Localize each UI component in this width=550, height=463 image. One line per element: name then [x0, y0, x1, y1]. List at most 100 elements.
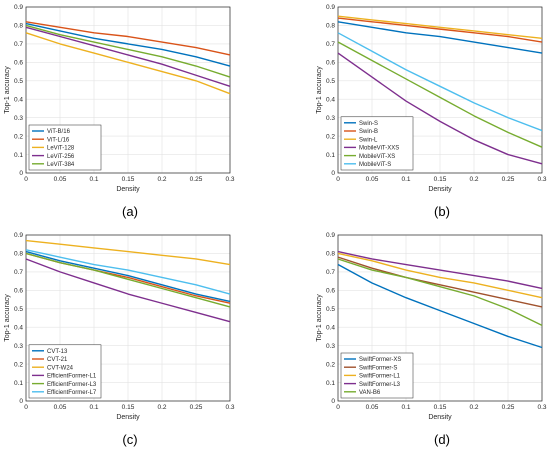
- x-tick-label: 0.05: [366, 404, 379, 411]
- legend-entry-1: CVT-13: [47, 349, 68, 355]
- y-tick-label: 0: [19, 170, 23, 177]
- y-tick-label: 0.9: [14, 4, 23, 11]
- y-tick-label: 0: [331, 398, 335, 405]
- x-tick-label: 0.15: [122, 404, 135, 411]
- y-tick-label: 0.5: [326, 78, 335, 85]
- y-tick-label: 0.5: [326, 306, 335, 313]
- panel-label: (c): [122, 432, 137, 447]
- series-line-3: [337, 15, 543, 40]
- series-line-1: [337, 263, 543, 349]
- y-tick-label: 0.9: [14, 232, 23, 239]
- y-tick-label: 0.7: [326, 41, 335, 48]
- y-tick-label: 0.8: [326, 23, 335, 30]
- y-axis-label: Top-1 accuracy: [4, 66, 11, 114]
- x-axis-label: Density: [116, 414, 140, 421]
- y-tick-label: 0.2: [14, 133, 23, 140]
- axes-box: [25, 6, 231, 174]
- legend-entry-5: LeViT-384: [47, 162, 75, 168]
- legend-entry-3: LeViT-128: [47, 146, 75, 152]
- x-axis-label: Density: [428, 186, 452, 193]
- y-tick-label: 0.8: [14, 23, 23, 30]
- legend-box: [340, 116, 414, 171]
- y-tick-label: 0: [331, 170, 335, 177]
- y-tick-label: 0.3: [14, 343, 23, 350]
- series-line-6: [337, 32, 543, 132]
- legend-box: [28, 344, 102, 399]
- y-tick-label: 0.2: [326, 133, 335, 140]
- x-tick-label: 0.1: [401, 404, 410, 411]
- y-tick-label: 0.1: [14, 380, 23, 387]
- series-line-5: [337, 258, 543, 327]
- series-line-4: [25, 26, 231, 87]
- x-tick-label: 0: [336, 404, 340, 411]
- x-tick-label: 0: [336, 176, 340, 183]
- series-line-4: [25, 258, 231, 323]
- x-tick-label: 0.3: [225, 404, 234, 411]
- series-line-5: [25, 24, 231, 78]
- panel-label: (b): [434, 204, 450, 219]
- y-axis-label: Top-1 accuracy: [316, 294, 323, 342]
- y-tick-label: 0.6: [326, 288, 335, 295]
- x-tick-label: 0.1: [401, 176, 410, 183]
- y-tick-label: 0.1: [326, 152, 335, 159]
- y-tick-label: 0.5: [14, 306, 23, 313]
- series-line-4: [337, 52, 543, 165]
- x-tick-label: 0.05: [54, 176, 67, 183]
- series-line-2: [337, 256, 543, 308]
- y-tick-label: 0.4: [326, 324, 335, 331]
- axes-box: [337, 234, 543, 402]
- y-tick-label: 0.2: [326, 361, 335, 368]
- chart-panel-3: 0 0.05 0.1 0.15 0.2 0.25 0.3 0 0.1 0.2 0.3 0.4 0.5 0.…: [4, 232, 235, 447]
- series-line-3: [337, 252, 543, 299]
- legend-entry-3: Swin-L: [359, 137, 378, 143]
- x-tick-label: 0.05: [54, 404, 67, 411]
- chart-panel-1: 0 0.05 0.1 0.15 0.2 0.25 0.3 0 0.1 0.2 0.3 0.4 0.5 0.…: [4, 4, 235, 219]
- x-tick-label: 0.2: [157, 176, 166, 183]
- legend-entry-6: MobileViT-S: [359, 162, 391, 168]
- y-tick-label: 0.7: [326, 269, 335, 276]
- y-tick-label: 0.8: [326, 251, 335, 258]
- y-tick-label: 0.6: [326, 60, 335, 67]
- y-tick-label: 0.4: [326, 96, 335, 103]
- x-tick-label: 0: [24, 404, 28, 411]
- legend-entry-4: LeViT-256: [47, 154, 75, 160]
- y-tick-label: 0.1: [14, 152, 23, 159]
- series-line-1: [25, 22, 231, 67]
- panel-label: (a): [122, 204, 138, 219]
- x-tick-label: 0.2: [157, 404, 166, 411]
- y-tick-label: 0.2: [14, 361, 23, 368]
- legend-entry-5: VAN-B6: [359, 390, 381, 396]
- panel-label: (d): [434, 432, 450, 447]
- axes-box: [337, 6, 543, 174]
- y-tick-label: 0.5: [14, 78, 23, 85]
- y-tick-label: 0.6: [14, 288, 23, 295]
- x-tick-label: 0.3: [225, 176, 234, 183]
- legend: Swin-S Swin-B Swin-L MobileViT-XXS MobileViT…: [340, 116, 414, 171]
- legend: CVT-13 CVT-21 CVT-W24 EfficientFormer-L1 Eff…: [28, 344, 102, 399]
- legend-entry-1: ViT-B/16: [47, 129, 71, 135]
- x-tick-label: 0.25: [502, 176, 515, 183]
- legend-entry-3: CVT-W24: [47, 365, 74, 371]
- x-tick-label: 0.15: [434, 176, 447, 183]
- y-axis-label: Top-1 accuracy: [4, 294, 11, 342]
- series-line-3: [25, 32, 231, 95]
- series-line-2: [337, 17, 543, 43]
- series-line-3: [25, 239, 231, 266]
- x-axis-label: Density: [428, 414, 452, 421]
- y-tick-label: 0.9: [326, 4, 335, 11]
- legend-entry-5: EfficientFormer-L3: [47, 382, 97, 388]
- legend-entry-2: CVT-21: [47, 357, 68, 363]
- x-tick-label: 0: [24, 176, 28, 183]
- x-tick-label: 0.25: [190, 404, 203, 411]
- x-tick-label: 0.3: [537, 176, 546, 183]
- x-tick-label: 0.25: [502, 404, 515, 411]
- series-line-1: [337, 21, 543, 54]
- legend-entry-1: SwiftFormer-XS: [359, 357, 401, 363]
- legend-entry-5: MobileViT-XS: [359, 154, 395, 160]
- legend-entry-2: Swin-B: [359, 129, 378, 135]
- legend-entry-1: Swin-S: [359, 121, 378, 127]
- legend-entry-2: SwiftFormer-S: [359, 365, 397, 371]
- x-tick-label: 0.15: [434, 404, 447, 411]
- legend-entry-3: SwiftFormer-L1: [359, 374, 401, 380]
- x-tick-label: 0.1: [89, 176, 98, 183]
